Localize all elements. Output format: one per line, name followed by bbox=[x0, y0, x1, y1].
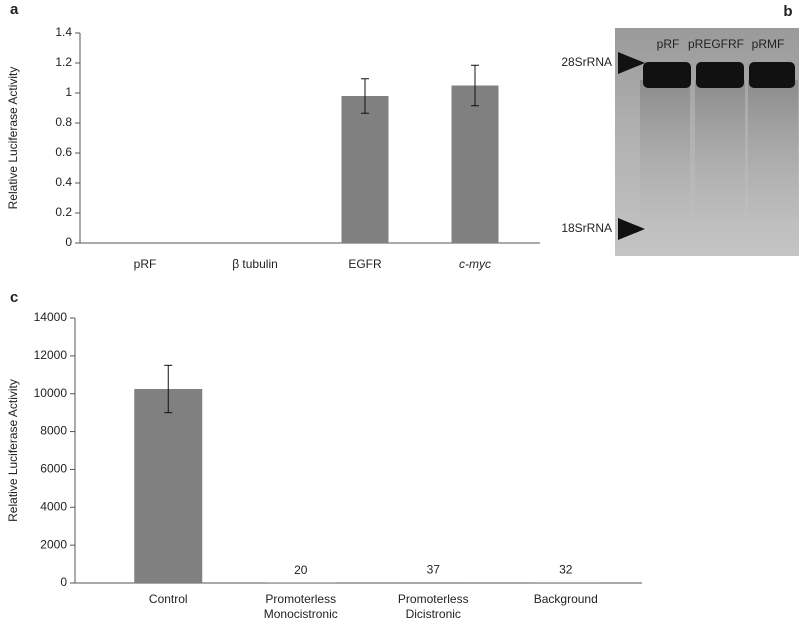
x-tick-label: Background bbox=[506, 592, 626, 607]
x-tick-label-box: Background bbox=[506, 592, 626, 623]
y-tick-label: 4000 bbox=[40, 499, 67, 513]
x-tick-label-box: Promoterless Monocistronic bbox=[241, 592, 361, 623]
x-tick-label-box: Promoterless Dicistronic bbox=[373, 592, 493, 623]
bar bbox=[134, 389, 202, 583]
x-tick-label-box: pRF bbox=[85, 257, 205, 291]
y-axis-label: Relative Luciferase Activity bbox=[6, 379, 20, 522]
y-tick-label: 0.2 bbox=[55, 205, 72, 219]
panel-label: c bbox=[10, 289, 18, 306]
x-tick-label: Control bbox=[108, 592, 228, 607]
y-tick-label: 2000 bbox=[40, 537, 67, 551]
marker-label: 18SrRNA bbox=[561, 221, 612, 235]
y-axis-label: Relative Luciferase Activity bbox=[6, 67, 20, 210]
marker-label: 28SrRNA bbox=[561, 55, 612, 69]
y-tick-label: 10000 bbox=[34, 386, 68, 400]
x-tick-label: pRF bbox=[85, 257, 205, 272]
y-tick-label: 0.8 bbox=[55, 115, 72, 129]
y-tick-label: 8000 bbox=[40, 424, 67, 438]
data-label: 37 bbox=[427, 562, 441, 576]
panel-label: a bbox=[10, 1, 19, 18]
x-tick-label: Promoterless Monocistronic bbox=[241, 592, 361, 622]
y-tick-label: 1.4 bbox=[55, 25, 72, 39]
y-tick-label: 12000 bbox=[34, 348, 68, 362]
y-tick-label: 14000 bbox=[34, 310, 68, 324]
y-tick-label: 0.6 bbox=[55, 145, 72, 159]
panel-label: b bbox=[783, 3, 792, 20]
y-tick-label: 1.2 bbox=[55, 55, 72, 69]
y-tick-label: 1 bbox=[65, 85, 72, 99]
x-tick-label: β tubulin bbox=[195, 257, 315, 272]
y-tick-label: 0.4 bbox=[55, 175, 72, 189]
x-tick-label: c-myc bbox=[415, 257, 535, 272]
y-tick-label: 0 bbox=[65, 235, 72, 249]
y-tick-label: 6000 bbox=[40, 462, 67, 476]
lane-label: pREGFRF bbox=[688, 37, 744, 51]
x-tick-label-box: Control bbox=[108, 592, 228, 623]
y-tick-label: 0 bbox=[60, 575, 67, 589]
x-tick-label-box: EGFR bbox=[305, 257, 425, 291]
bar bbox=[399, 582, 467, 583]
x-tick-label-box: c-myc bbox=[415, 257, 535, 291]
lane-label: pRF bbox=[657, 37, 680, 51]
data-label: 32 bbox=[559, 563, 573, 577]
bar bbox=[342, 96, 389, 243]
bar bbox=[532, 582, 600, 583]
x-tick-label: Promoterless Dicistronic bbox=[373, 592, 493, 622]
data-label: 20 bbox=[294, 563, 308, 577]
bar bbox=[452, 86, 499, 244]
x-tick-label-box: β tubulin bbox=[195, 257, 315, 291]
lane-label: pRMF bbox=[752, 37, 785, 51]
x-tick-label: EGFR bbox=[305, 257, 425, 272]
gel-image bbox=[615, 28, 799, 256]
